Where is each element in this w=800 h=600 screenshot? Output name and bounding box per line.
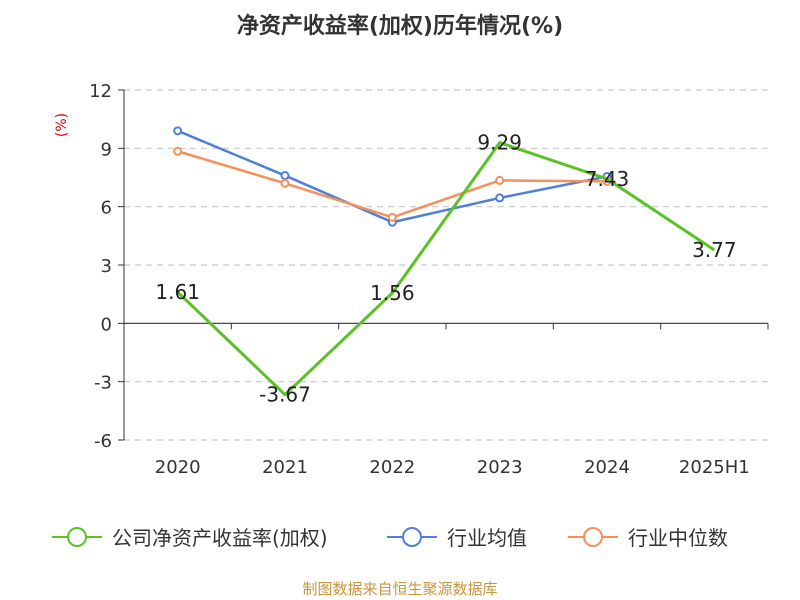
legend-label: 行业中位数 [628,526,728,550]
x-tick-label: 2025H1 [679,457,750,478]
data-point [173,126,183,136]
chart-title: 净资产收益率(加权)历年情况(%) [237,13,563,39]
grid [124,89,768,441]
axes: 12 9 6 3 0 -3 -6 2020 2021 2022 2023 2024 2025H1 [89,81,769,478]
data-point [280,178,290,188]
y-tick-label: -3 [94,373,112,394]
data-label: 3.77 [692,238,737,262]
data-label: 1.61 [155,280,200,304]
x-tick-label: 2021 [262,457,308,478]
data-label: 1.56 [370,281,415,305]
x-tick-label: 2024 [584,457,630,478]
legend-label: 公司净资产收益率(加权) [112,526,328,550]
data-point [495,193,505,203]
data-label: 7.43 [585,167,630,191]
series-line-2 [177,129,608,224]
legend-marker [583,527,603,547]
data-point [495,175,505,185]
y-tick-label: 0 [101,314,112,335]
series-lines [173,126,716,397]
data-label: 9.29 [477,131,522,155]
series-line-1 [176,141,716,397]
source-note: 制图数据来自恒生聚源数据库 [302,580,497,598]
x-tick-label: 2022 [369,457,415,478]
data-point [280,171,290,181]
legend: 公司净资产收益率(加权) 行业均值 行业中位数 [52,526,728,550]
y-tick-label: 12 [89,81,112,102]
series-line-3 [177,150,608,219]
x-tick-label: 2023 [477,457,523,478]
y-tick-label: 9 [101,139,112,160]
legend-marker [402,527,422,547]
y-tick-label: -6 [94,431,112,452]
x-tick-label: 2020 [155,457,201,478]
legend-marker [67,527,87,547]
legend-label: 行业均值 [447,526,527,550]
data-label: -3.67 [259,383,311,407]
data-labels: 1.61 -3.67 1.56 9.29 7.43 3.77 [155,131,736,407]
data-point [387,212,397,222]
data-point [173,146,183,156]
y-axis-label: (%) [54,113,70,137]
y-tick-label: 3 [101,256,112,277]
y-tick-label: 6 [101,198,112,219]
